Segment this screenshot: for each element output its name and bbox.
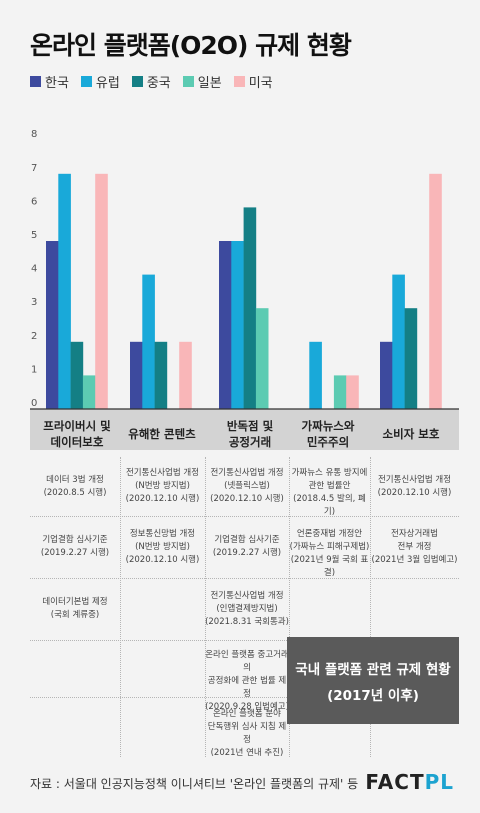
category-label: 공정거래	[229, 435, 271, 449]
y-tick-label: 6	[31, 196, 37, 207]
y-tick-label: 8	[31, 129, 37, 140]
table-cell: 기업결합 심사기준 (2019.2.27 시행)	[212, 535, 282, 558]
y-tick-label: 1	[31, 364, 37, 375]
table-column-divider	[370, 457, 371, 757]
table-cell: 온라인 플랫폼 중고거래의 공정화에 관한 법률 제정 (2020.9.28 입…	[205, 650, 289, 712]
legend-label: 미국	[248, 76, 273, 91]
bar	[95, 173, 108, 409]
category-label: 데이터보호	[51, 435, 104, 449]
bar	[58, 173, 71, 409]
bar	[255, 308, 269, 409]
bar	[130, 341, 143, 409]
table-cell: 전자상거래법 전부 개정 (2021년 3월 입법예고)	[371, 528, 458, 565]
table-cell: 전기통신사업법 개정 (N번방 방지법) (2020.12.10 시행)	[125, 468, 200, 504]
y-tick-label: 3	[31, 297, 37, 308]
legend-swatch	[131, 76, 143, 87]
legend-swatch	[30, 76, 41, 87]
bar	[82, 375, 96, 409]
category-label: 가짜뉴스와	[302, 419, 355, 433]
y-tick-label: 4	[31, 264, 37, 275]
highlight-line2: (2017년 이후)	[327, 687, 419, 704]
source-note: 자료 : 서울대 인공지능정책 이니셔티브 '온라인 플랫폼의 규제' 등	[30, 777, 359, 791]
bar	[46, 241, 59, 409]
bar	[154, 341, 168, 409]
table-row-divider	[30, 578, 459, 579]
y-tick-label: 0	[31, 398, 37, 409]
y-tick-label: 2	[31, 331, 37, 342]
bar	[429, 173, 442, 409]
bar	[380, 341, 393, 409]
highlight-line1: 국내 플랫폼 관련 규제 현황	[295, 661, 451, 678]
legend-label: 중국	[146, 76, 171, 91]
table-row-divider	[30, 640, 459, 641]
bar	[142, 274, 155, 409]
table-cell: 전기통신사업법 개정 (2020.12.10 시행)	[377, 474, 452, 498]
table-cell: 온라인 플랫폼 분야 단독행위 심사 지침 제정 (2021년 연내 추진)	[207, 708, 287, 758]
bar	[404, 308, 418, 409]
bar	[219, 241, 232, 409]
bar	[346, 375, 359, 409]
legend-item: 중국	[131, 72, 171, 91]
table-row-divider	[30, 697, 459, 698]
bar	[231, 241, 244, 409]
table-column-divider	[205, 457, 206, 757]
factpl-logo: FACTPL	[365, 770, 454, 794]
y-tick-label: 7	[31, 163, 37, 174]
category-label: 유해한 콘텐츠	[128, 427, 196, 441]
bar	[392, 274, 405, 409]
logo-main: FACT	[365, 770, 425, 794]
bar	[243, 207, 257, 409]
table-cell: 언론중재법 개정안 (가짜뉴스 피해구제법) (2021년 9월 국회 표결)	[289, 528, 370, 578]
y-tick-label: 5	[31, 230, 37, 241]
category-label: 소비자 보호	[383, 427, 440, 441]
category-band	[30, 409, 459, 450]
legend-label: 한국	[45, 76, 69, 91]
logo-accent: PL	[424, 770, 454, 794]
table-cell: 정보통신망법 개정 (N번방 방지법) (2020.12.10 시행)	[125, 528, 200, 565]
category-label: 민주주의	[307, 435, 349, 449]
legend-item: 일본	[182, 72, 222, 91]
category-label: 프라이버시 및	[43, 419, 111, 433]
bar	[179, 341, 192, 409]
table-cell: 기업결합 심사기준 (2019.2.27 시행)	[40, 535, 110, 558]
bar	[309, 341, 322, 409]
table-cell: 데이터기본법 제정 (국회 계류중)	[42, 597, 108, 620]
legend-swatch	[80, 76, 92, 87]
legend-label: 일본	[197, 76, 222, 91]
chart-legend: 한국 유럽 중국 일본 미국	[30, 72, 273, 91]
category-label: 반독점 및	[227, 419, 274, 433]
table-cell: 전기통신사업법 개정 (넷플릭스법) (2020.12.10 시행)	[210, 468, 284, 504]
legend-item: 유럽	[80, 72, 120, 91]
highlight-box: 국내 플랫폼 관련 규제 현황 (2017년 이후)	[287, 637, 459, 724]
table-column-divider	[120, 457, 121, 757]
legend-swatch	[182, 76, 194, 87]
legend-item: 미국	[233, 72, 273, 91]
page-title: 온라인 플랫폼(O2O) 규제 현황	[30, 31, 352, 60]
table-column-divider	[289, 457, 290, 757]
table-row-divider	[30, 516, 459, 517]
table-cell: 데이터 3법 개정 (2020.8.5 시행)	[43, 474, 107, 498]
bar	[70, 341, 84, 409]
legend-item: 한국	[30, 72, 69, 91]
table-cell: 전기통신사업법 개정 (인앱결제방지법) (2021.8.31 국회통과)	[205, 590, 289, 627]
bar	[333, 375, 347, 409]
legend-swatch	[233, 76, 245, 87]
legend-label: 유럽	[95, 76, 120, 91]
table-cell: 가짜뉴스 유통 방지에 관한 법률안 (2018.4.5 발의, 폐기)	[291, 468, 368, 517]
